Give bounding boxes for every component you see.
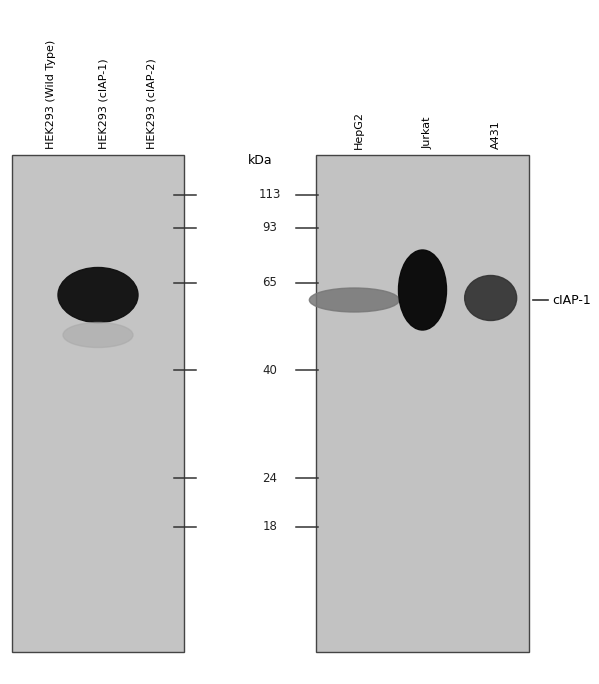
Ellipse shape: [58, 267, 138, 322]
Text: cIAP-1: cIAP-1: [552, 293, 591, 306]
Text: HepG2: HepG2: [355, 111, 364, 149]
Text: 40: 40: [262, 363, 277, 376]
Text: 113: 113: [259, 189, 281, 202]
Text: HEK293 (Wild Type): HEK293 (Wild Type): [46, 40, 56, 149]
Text: A431: A431: [491, 120, 501, 149]
Text: HEK293 (cIAP-2): HEK293 (cIAP-2): [146, 58, 156, 149]
Bar: [316, 155, 529, 652]
Ellipse shape: [465, 276, 517, 321]
Text: kDa: kDa: [248, 153, 273, 166]
Text: Jurkat: Jurkat: [422, 116, 432, 149]
Text: 24: 24: [262, 471, 277, 484]
Ellipse shape: [309, 288, 400, 312]
Text: 65: 65: [262, 276, 277, 289]
Text: HEK293 (cIAP-1): HEK293 (cIAP-1): [98, 58, 108, 149]
Ellipse shape: [63, 322, 133, 347]
Text: 18: 18: [262, 521, 277, 534]
Text: 93: 93: [262, 222, 277, 235]
Ellipse shape: [398, 250, 446, 330]
Bar: [12, 155, 184, 652]
